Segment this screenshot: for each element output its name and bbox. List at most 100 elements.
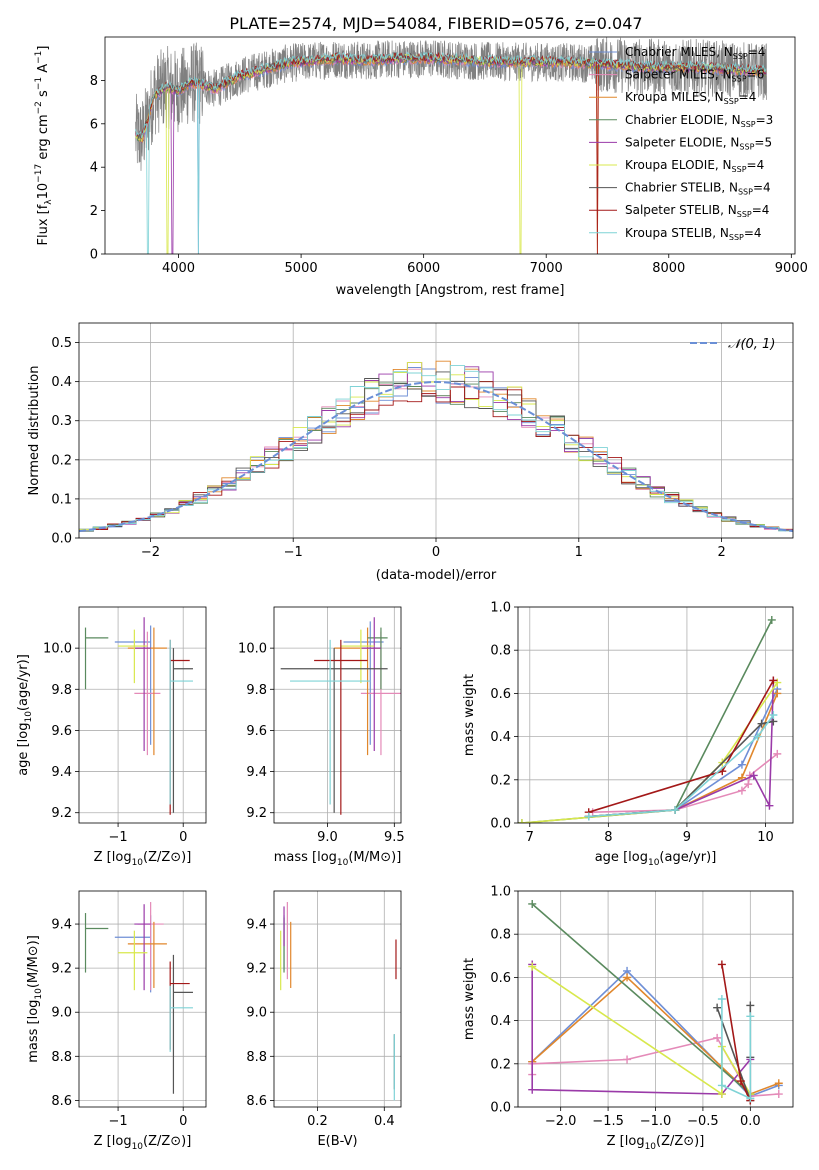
y-tick-label: 2 (90, 204, 98, 219)
x-tick-label: 0 (179, 830, 187, 845)
x-axis-label-text: mass [log (274, 850, 337, 865)
y-tick-label: 9.6 (246, 724, 267, 739)
legend-label-salpeter-elodie: Salpeter ELODIE, NSSP=5 (625, 135, 772, 151)
mass-weight-vs-age-panel: 7 8 9 10 0.0 0.2 0.4 0.6 0.8 1.0 age [log10(age/yr… (462, 601, 794, 868)
y-axis-label: age [log10(age/yr)] (16, 654, 34, 776)
data-point (736, 1077, 745, 1086)
data-point (518, 819, 526, 823)
data-point (737, 760, 746, 769)
mass-weight-series-kroupa-elodie (528, 962, 755, 1099)
axes-frame (517, 606, 794, 824)
x-tick-label: 9 (683, 830, 691, 845)
mass-weight-series-kroupa-miles (584, 689, 782, 821)
x-tick-label: 10 (757, 830, 774, 845)
y-tick-label: 10.0 (238, 642, 267, 657)
x-axis-label: Z [log10(Z/Z⊙)] (94, 850, 192, 868)
figure-title: PLATE=2574, MJD=54084, FIBERID=0576, z=0… (229, 14, 642, 33)
axis-ticks: 4000 5000 6000 7000 8000 9000 0 2 4 6 8 (90, 74, 808, 276)
data-point (769, 711, 778, 719)
mass-weight-series-kroupa-stelib (584, 711, 778, 821)
axis-ticks: 7 8 9 10 0.0 0.2 0.4 0.6 0.8 1.0 (490, 601, 773, 846)
y-axis-label: Flux [fλ10−17 erg cm−2 s−1 A−1] (34, 46, 54, 246)
x-tick-label: 0 (432, 545, 440, 560)
y-tick-label: 0.2 (490, 773, 511, 788)
error-bar-chabrier-miles (114, 625, 152, 745)
x-tick-label: −1 (108, 830, 127, 845)
legend-label-chabrier-stelib: Chabrier STELIB, NSSP=4 (625, 181, 771, 197)
data-point (713, 1033, 722, 1042)
y-tick-label: 8.6 (51, 1094, 72, 1109)
legend-label-kroupa-stelib: Kroupa STELIB, NSSP=4 (625, 226, 762, 242)
y-tick-label: 0.4 (490, 1014, 511, 1029)
x-axis-label: (data-model)/error (376, 568, 497, 583)
error-bar-kroupa-elodie (118, 629, 148, 684)
error-bar-kroupa-miles (127, 921, 167, 988)
y-tick-label: 1.0 (490, 885, 511, 900)
error-bar-kroupa-elodie (340, 629, 375, 684)
legend-label-chabrier-elodie: Chabrier ELODIE, NSSP=3 (625, 113, 773, 129)
axes-frame (273, 890, 402, 1108)
y-tick-label: 0.3 (51, 414, 72, 429)
series-line (721, 999, 752, 1100)
spectrum-panel: 4000 5000 6000 7000 8000 9000 0 2 4 6 8 wavelength … (34, 36, 808, 298)
axes-frame (78, 322, 794, 539)
plot-area (135, 37, 767, 254)
plot-area (280, 902, 397, 1101)
axis-ticks: 0.2 0.4 8.6 8.8 9.0 9.2 9.4 (246, 918, 394, 1129)
grid-lines (518, 606, 793, 824)
grid-lines (274, 607, 401, 823)
x-axis-label-text: age [log (595, 850, 648, 865)
y-tick-label: 0.2 (51, 453, 72, 468)
mass-weight-series-salpeter-elodie (528, 960, 755, 1099)
x-axis-label-text: Z [log (94, 1134, 132, 1149)
axes-frame (273, 606, 402, 824)
legend-label-kroupa-elodie: Kroupa ELODIE, NSSP=4 (625, 158, 764, 174)
y-axis-label: mass [log10(M/M⊙)] (26, 935, 44, 1063)
y-tick-label: 8 (90, 74, 98, 89)
series-line (588, 693, 779, 818)
legend-label-normal: 𝒩(0, 1) (728, 337, 775, 352)
axis-ticks: −2 −1 0 1 2 0.0 0.1 0.2 0.3 0.4 0.5 (51, 336, 725, 560)
error-bar-kroupa-stelib (169, 985, 193, 1052)
y-tick-label: 8.8 (246, 1050, 267, 1065)
mass-weight-series-salpeter-stelib (717, 960, 755, 1105)
x-tick-label: 0.0 (740, 1114, 761, 1129)
y-tick-label: 9.2 (246, 806, 267, 821)
x-tick-label: −1 (108, 1114, 127, 1129)
x-tick-label: 9.5 (384, 830, 405, 845)
legend-label-kroupa-miles: Kroupa MILES, NSSP=4 (625, 90, 756, 106)
data-point (717, 1090, 726, 1099)
y-tick-label: 9.0 (246, 1006, 267, 1021)
series-line (588, 680, 775, 818)
y-tick-label: 9.6 (51, 724, 72, 739)
age-vs-metallicity-panel: −1 0 9.2 9.4 9.6 9.8 10.0 Z [log10(Z/Z⊙)] age [l… (16, 606, 207, 868)
data-point (757, 719, 766, 728)
axis-ticks: −1 0 9.2 9.4 9.6 9.8 10.0 (43, 642, 187, 845)
y-tick-label: 0.2 (490, 1057, 511, 1072)
y-axis-label: Normed distribution (27, 366, 42, 496)
residual-histogram-salpeter-stelib (79, 381, 793, 532)
spectrum-legend: Chabrier MILES, NSSP=4 Salpeter MILES, NS… (589, 45, 773, 242)
error-bar-salpeter-miles (137, 902, 164, 991)
x-axis-label: wavelength [Angstrom, rest frame] (336, 283, 565, 298)
data-point (746, 1012, 755, 1021)
plot-area (528, 899, 783, 1105)
error-bar-salpeter-elodie (134, 904, 151, 991)
data-point (746, 1001, 755, 1010)
observed-spectrum-line (135, 37, 767, 171)
normal-reference-curve (79, 380, 793, 533)
error-bar-chabrier-miles (114, 915, 152, 993)
grid-lines (274, 891, 401, 1107)
y-tick-label: 0 (90, 248, 98, 263)
data-point (528, 899, 537, 908)
data-point (773, 749, 782, 758)
series-line (588, 688, 779, 818)
x-tick-label: 9.0 (317, 830, 338, 845)
data-point (773, 689, 782, 698)
legend-label-salpeter-miles: Salpeter MILES, NSSP=6 (625, 68, 764, 84)
series-line (531, 976, 780, 1095)
series-line (531, 903, 751, 1095)
mass-weight-series-salpeter-stelib (584, 676, 778, 817)
mass-weight-series-kroupa-elodie (518, 678, 782, 823)
